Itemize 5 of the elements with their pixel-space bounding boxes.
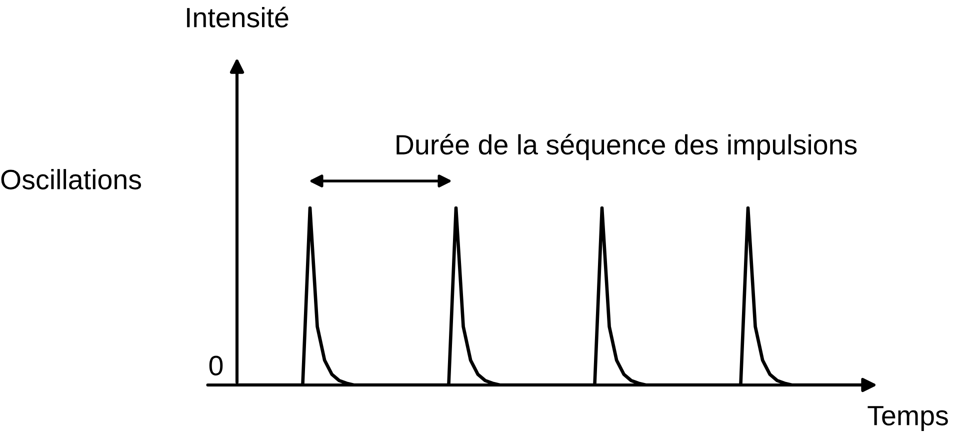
text: Intensité — [187, 6, 288, 28]
x-axis-title: Temps — [868, 406, 948, 431]
text: Oscillations — [1, 169, 142, 190]
text: 0 — [209, 356, 223, 376]
text: Durée de la séquence des impulsions — [396, 134, 857, 160]
